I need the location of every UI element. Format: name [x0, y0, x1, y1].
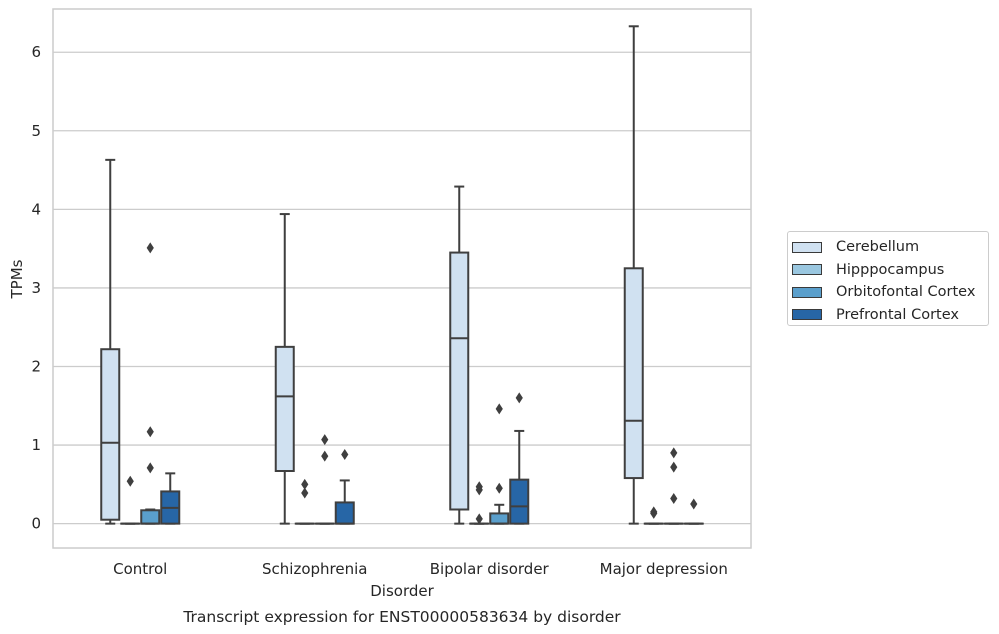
box-iqr [334, 501, 355, 525]
y-tick-label: 3 [31, 279, 41, 297]
x-tick-label: Bipolar disorder [430, 560, 550, 578]
chart-caption: Transcript expression for ENST0000058363… [182, 608, 621, 626]
legend-swatch [792, 241, 822, 253]
box-prefrontal-cortex [683, 498, 704, 525]
box-iqr [489, 512, 510, 525]
y-tick-label: 4 [31, 200, 41, 218]
legend-label: Orbitofontal Cortex [836, 284, 976, 301]
y-axis-label: TPMs [8, 259, 26, 299]
box-iqr [449, 251, 470, 511]
y-tick-label: 2 [31, 358, 41, 376]
box-prefrontal-cortex [509, 392, 530, 525]
legend-item: Prefrontal Cortex [792, 304, 988, 327]
x-tick-labels: Control Schizophrenia Bipolar disorder Majo… [113, 560, 728, 578]
box-iqr [509, 478, 530, 525]
outlier-point [670, 447, 678, 459]
box-iqr [140, 509, 161, 525]
box-iqr [623, 267, 644, 480]
box-orbitofontal-cortex [314, 434, 335, 525]
plot-frame [52, 8, 752, 549]
box-hipppocampus [294, 478, 315, 525]
box-iqr [100, 348, 121, 521]
y-tick-labels: 0 1 2 3 4 5 6 [31, 43, 41, 532]
box-orbitofontal-cortex [140, 242, 161, 525]
outlier-point [670, 493, 678, 504]
outlier-point [126, 475, 134, 487]
x-tick-label: Control [113, 560, 167, 578]
outlier-point [146, 462, 154, 474]
legend-item: Hipppocampus [792, 259, 988, 282]
outlier-point [146, 426, 154, 438]
box-cerebellum [449, 185, 470, 525]
outlier-point [321, 450, 329, 462]
outlier-point [341, 449, 349, 460]
outlier-point [475, 484, 483, 496]
legend-label: Cerebellum [836, 239, 920, 256]
y-tick-label: 5 [31, 122, 41, 140]
box-hipppocampus [469, 481, 490, 525]
box-cerebellum [100, 158, 121, 525]
outlier-point [690, 498, 698, 510]
legend-item: Orbitofontal Cortex [792, 281, 988, 304]
box-hipppocampus [643, 506, 664, 525]
y-tick-label: 0 [31, 515, 41, 533]
legend-swatch [792, 286, 822, 298]
outlier-point [301, 478, 309, 490]
y-tick-label: 1 [31, 436, 41, 454]
box-layer [100, 25, 704, 525]
box-orbitofontal-cortex [489, 403, 510, 525]
box-hipppocampus [120, 475, 141, 525]
outlier-point [495, 403, 503, 415]
outlier-point [495, 482, 503, 494]
y-tick-label: 6 [31, 43, 41, 61]
legend-item: Cerebellum [792, 236, 988, 259]
outlier-point [515, 392, 523, 404]
box-cerebellum [623, 25, 644, 525]
box-prefrontal-cortex [334, 449, 355, 525]
outlier-point [670, 461, 678, 473]
x-tick-label: Major depression [600, 560, 728, 578]
legend-swatch [792, 309, 822, 321]
outlier-point [475, 513, 483, 525]
x-axis-label: Disorder [370, 582, 434, 600]
outlier-point [146, 242, 154, 254]
legend-label: Prefrontal Cortex [836, 306, 959, 323]
box-iqr [274, 345, 295, 473]
x-tick-label: Schizophrenia [262, 560, 367, 578]
outlier-point [650, 507, 658, 519]
box-prefrontal-cortex [160, 472, 181, 525]
box-cerebellum [274, 213, 295, 525]
legend: Cerebellum Hipppocampus Orbitofontal Corte… [787, 231, 989, 326]
legend-swatch [792, 264, 822, 276]
outlier-point [301, 487, 309, 499]
legend-label: Hipppocampus [836, 261, 945, 278]
box-orbitofontal-cortex [663, 447, 684, 525]
outlier-point [321, 434, 329, 446]
